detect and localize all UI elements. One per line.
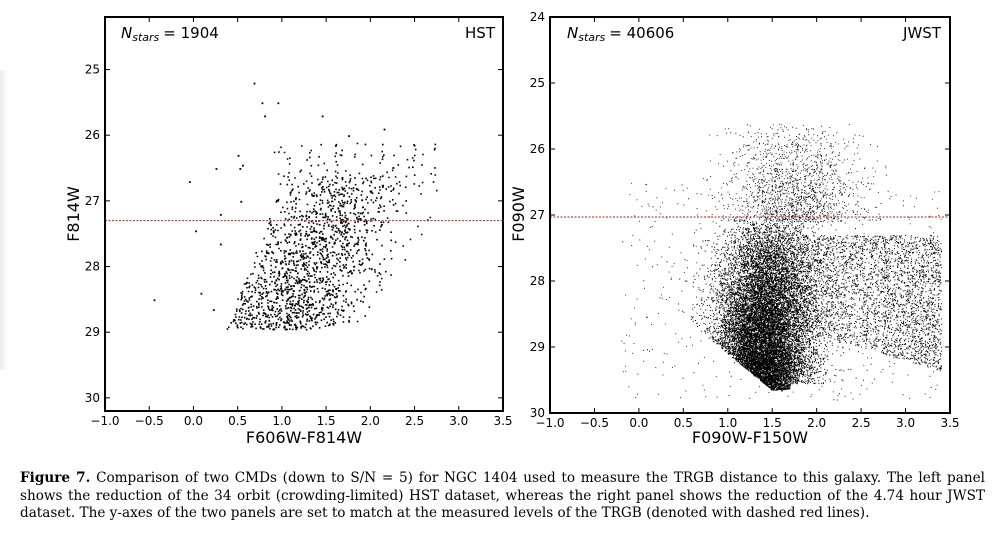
y-tick-label: 29 bbox=[530, 340, 545, 354]
y-tick-label: 30 bbox=[530, 406, 545, 420]
x-tick-label: 3.0 bbox=[896, 416, 915, 430]
x-tick-label: 0.5 bbox=[674, 416, 693, 430]
y-tick-label: 26 bbox=[530, 142, 545, 156]
jwst-telescope-label: JWST bbox=[902, 24, 942, 42]
hst-star-point bbox=[200, 292, 203, 295]
hst-star-point bbox=[264, 115, 266, 118]
hst-cmd-panel: −1.0 −0.5 0.0 0.5 1.0 1.5 2.0 2.5 3.0 3.5 2526272… bbox=[64, 16, 513, 447]
hst-x-ticks: −1.0 −0.5 0.0 0.5 1.0 1.5 2.0 2.5 3.0 3.5 bbox=[90, 17, 513, 428]
jwst-star-count-label: Nstars = 40606 bbox=[567, 24, 674, 44]
y-tick-label: 27 bbox=[85, 194, 100, 208]
y-tick-label: 27 bbox=[530, 208, 545, 222]
x-tick-label: 1.5 bbox=[763, 416, 782, 430]
hst-star-point bbox=[215, 168, 218, 170]
hst-star-point bbox=[212, 309, 215, 312]
y-tick-label: 29 bbox=[85, 325, 100, 339]
x-tick-label: 1.0 bbox=[272, 414, 291, 428]
x-tick-label: 1.0 bbox=[718, 416, 737, 430]
jwst-star-cloud bbox=[621, 123, 943, 401]
hst-star-point bbox=[242, 164, 244, 167]
hst-star-point bbox=[239, 168, 242, 170]
y-tick-label: 28 bbox=[85, 260, 100, 274]
y-tick-label: 25 bbox=[530, 76, 545, 90]
hst-star-points bbox=[153, 82, 438, 331]
y-tick-label: 28 bbox=[530, 274, 545, 288]
x-tick-label: −0.5 bbox=[580, 416, 609, 430]
x-tick-label: 2.0 bbox=[807, 416, 826, 430]
hst-star-cloud bbox=[226, 142, 438, 331]
hst-star-point bbox=[383, 128, 386, 131]
hst-star-count-label: Nstars = 1904 bbox=[121, 24, 219, 44]
hst-star-point bbox=[195, 230, 198, 233]
hst-star-point bbox=[153, 299, 156, 302]
x-tick-label: −1.0 bbox=[90, 414, 119, 428]
x-tick-label: 0.0 bbox=[629, 416, 648, 430]
x-tick-label: −1.0 bbox=[535, 416, 564, 430]
hst-star-point bbox=[277, 102, 280, 105]
x-tick-label: 1.5 bbox=[317, 414, 336, 428]
hst-star-point bbox=[321, 115, 324, 118]
x-tick-label: 3.5 bbox=[493, 414, 512, 428]
hst-star-point bbox=[189, 181, 191, 183]
hst-star-point bbox=[240, 200, 243, 203]
jwst-y-axis-label: F090W bbox=[509, 186, 528, 242]
x-tick-label: −0.5 bbox=[135, 414, 164, 428]
figure-caption-text: Comparison of two CMDs (down to S/N = 5)… bbox=[20, 470, 985, 522]
y-tick-label: 26 bbox=[85, 128, 100, 142]
jwst-y-ticks: 24 25 26 27 28 29 30 bbox=[530, 10, 950, 420]
x-tick-label: 2.0 bbox=[361, 414, 380, 428]
x-tick-label: 0.5 bbox=[228, 414, 247, 428]
hst-star-point bbox=[348, 135, 351, 137]
x-tick-label: 3.5 bbox=[940, 416, 959, 430]
figure-7: −1.0 −0.5 0.0 0.5 1.0 1.5 2.0 2.5 3.0 3.5 25 26 27 2… bbox=[64, 10, 960, 447]
hst-y-axis-label: F814W bbox=[64, 186, 83, 242]
jwst-cmd-panel: −1.0 −0.5 0.0 0.5 1.0 1.5 2.0 2.5 3.0 3.5 2425262… bbox=[509, 10, 960, 447]
y-tick-label: 24 bbox=[530, 10, 545, 24]
hst-star-point bbox=[261, 102, 264, 105]
y-tick-label: 30 bbox=[85, 391, 100, 405]
x-tick-label: 0.0 bbox=[184, 414, 203, 428]
y-tick-label: 25 bbox=[85, 63, 100, 77]
jwst-x-ticks: −1.0 −0.5 0.0 0.5 1.0 1.5 2.0 2.5 3.0 3.5 bbox=[535, 17, 960, 430]
jwst-star-points bbox=[621, 123, 943, 401]
hst-x-axis-label: F606W-F814W bbox=[246, 428, 362, 447]
figure-caption-label: Figure 7. bbox=[20, 470, 91, 486]
hst-star-point bbox=[219, 214, 222, 216]
hst-star-point bbox=[334, 145, 337, 147]
hst-star-point bbox=[253, 82, 256, 85]
hst-telescope-label: HST bbox=[465, 24, 496, 42]
page-edge-shadow bbox=[0, 70, 7, 370]
x-tick-label: 2.5 bbox=[405, 414, 424, 428]
figure-caption: Figure 7. Comparison of two CMDs (down t… bbox=[20, 470, 985, 523]
x-tick-label: 3.0 bbox=[449, 414, 468, 428]
x-tick-label: 2.5 bbox=[852, 416, 871, 430]
hst-star-point bbox=[237, 154, 240, 157]
hst-plot-frame bbox=[104, 16, 504, 412]
jwst-x-axis-label: F090W-F150W bbox=[692, 428, 808, 447]
hst-y-ticks: 25 26 27 28 29 30 bbox=[85, 63, 503, 405]
figure-svg: −1.0 −0.5 0.0 0.5 1.0 1.5 2.0 2.5 3.0 3.5 2526272… bbox=[64, 10, 960, 447]
hst-star-point bbox=[219, 243, 222, 246]
